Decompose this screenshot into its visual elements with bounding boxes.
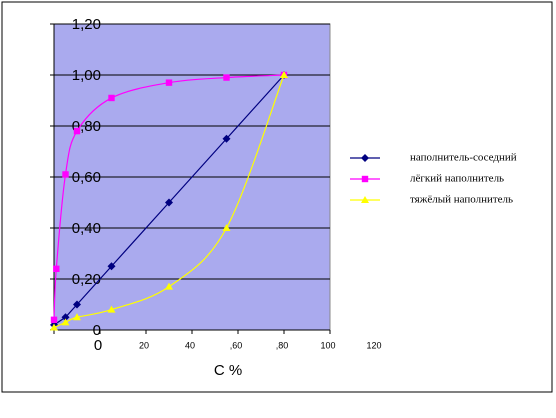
x-tick-label: 120 bbox=[366, 340, 381, 350]
x-tick-label: 0 bbox=[94, 337, 102, 354]
x-tick-label: 20 bbox=[139, 340, 149, 350]
marker bbox=[73, 313, 81, 321]
x-tick-label: ,80 bbox=[276, 340, 289, 350]
marker bbox=[107, 262, 116, 271]
marker bbox=[61, 313, 70, 322]
legend-label: лёгкий наполнитель bbox=[410, 173, 504, 185]
y-tick-label: 0,40 bbox=[72, 220, 101, 237]
y-tick-label: 0,60 bbox=[72, 169, 101, 186]
marker bbox=[50, 316, 58, 323]
legend-label: наполнитель-соседний bbox=[410, 152, 517, 164]
series-line bbox=[53, 74, 285, 320]
marker bbox=[165, 198, 173, 207]
marker bbox=[73, 127, 81, 135]
y-tick-label: 1,20 bbox=[72, 16, 101, 33]
x-tick-label: 100 bbox=[320, 340, 335, 350]
x-axis-title: С % bbox=[214, 362, 242, 379]
x-tick-label: 40 bbox=[185, 340, 195, 350]
marker bbox=[165, 282, 173, 290]
legend-label: тяжёлый наполнитель bbox=[410, 194, 513, 206]
marker bbox=[223, 74, 230, 81]
marker bbox=[107, 305, 116, 313]
marker bbox=[53, 265, 60, 272]
y-tick-label: 1,00 bbox=[72, 67, 101, 84]
x-tick-label: ,60 bbox=[230, 340, 243, 350]
marker bbox=[361, 154, 369, 162]
marker bbox=[361, 196, 369, 203]
marker bbox=[73, 300, 81, 309]
marker bbox=[280, 71, 288, 78]
marker bbox=[361, 175, 369, 183]
marker bbox=[222, 224, 231, 231]
marker bbox=[62, 171, 69, 178]
marker bbox=[222, 134, 231, 143]
marker bbox=[50, 323, 58, 331]
marker bbox=[165, 79, 173, 86]
marker bbox=[108, 94, 115, 102]
marker bbox=[61, 318, 70, 326]
y-tick-label: 0,20 bbox=[72, 271, 101, 288]
